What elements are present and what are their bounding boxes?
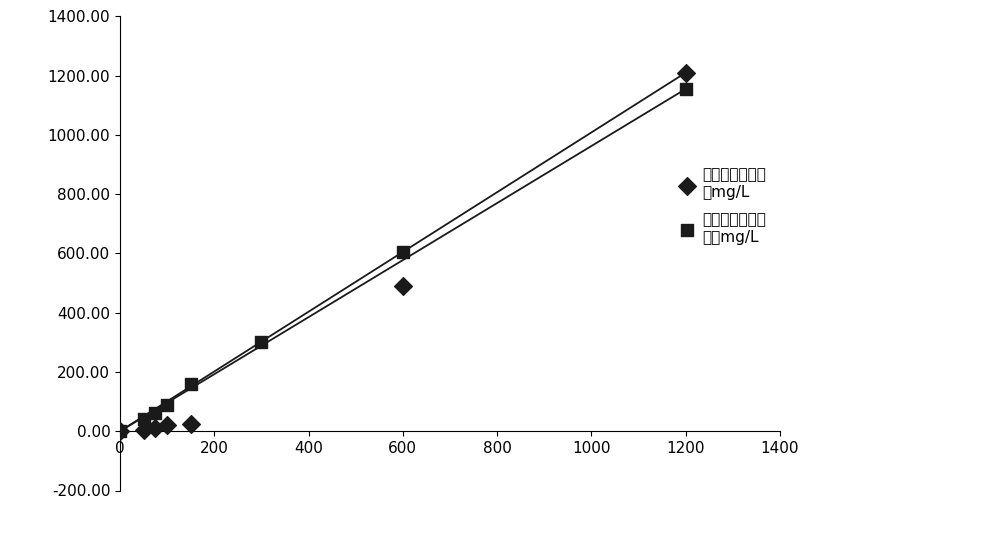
对照试剂检测结
果mg/L	[112, 427, 128, 435]
对照试剂检测结
果mg/L	[159, 421, 175, 429]
本发明试剂检测
结果mg/L	[136, 415, 152, 424]
对照试剂检测结
果mg/L	[183, 420, 199, 428]
本发明试剂检测
结果mg/L	[253, 338, 269, 347]
对照试剂检测结
果mg/L	[678, 68, 694, 77]
本发明试剂检测
结果mg/L	[147, 409, 163, 418]
本发明试剂检测
结果mg/L	[183, 379, 199, 388]
对照试剂检测结
果mg/L	[136, 426, 152, 434]
对照试剂检测结
果mg/L	[147, 424, 163, 433]
Legend: 对照试剂检测结
果mg/L, 本发明试剂检测
结果mg/L: 对照试剂检测结 果mg/L, 本发明试剂检测 结果mg/L	[673, 161, 772, 251]
本发明试剂检测
结果mg/L	[159, 400, 175, 409]
本发明试剂检测
结果mg/L	[395, 247, 411, 256]
本发明试剂检测
结果mg/L	[112, 427, 128, 435]
对照试剂检测结
果mg/L	[395, 282, 411, 290]
本发明试剂检测
结果mg/L	[678, 84, 694, 93]
